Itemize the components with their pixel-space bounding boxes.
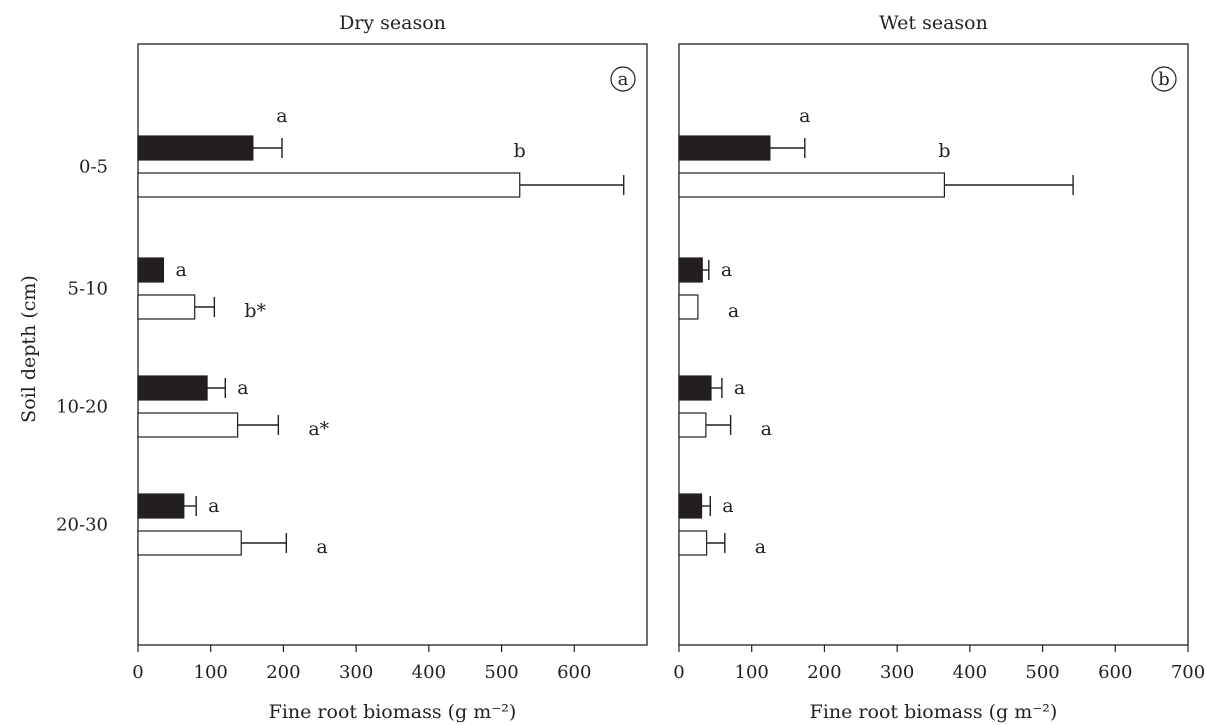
panel-title: Wet season <box>879 12 988 34</box>
x-tick-label: 500 <box>1025 662 1059 683</box>
bar <box>137 375 208 401</box>
chart-panel-1: Dry season a 0 100 200 300 400 500 600 Fine root … <box>56 12 648 723</box>
significance-letter: a <box>175 259 186 281</box>
bar <box>678 493 703 519</box>
bar <box>137 257 165 283</box>
significance-letter: b <box>938 140 950 162</box>
bar <box>678 172 946 198</box>
bar <box>137 172 521 198</box>
x-tick-label: 600 <box>1098 662 1132 683</box>
chart-panels: Dry season a 0 100 200 300 400 500 600 Fine root … <box>56 12 1205 723</box>
panel-label: a <box>618 69 629 90</box>
bar <box>678 294 699 320</box>
y-category-label: 10-20 <box>56 397 108 418</box>
significance-letter: a <box>755 536 766 558</box>
bar <box>137 135 254 161</box>
panel-title: Dry season <box>339 12 446 34</box>
x-tick-label: 100 <box>194 662 228 683</box>
chart-panel-2: Wet season b 0 100 200 300 400 500 600 700 Fine ro… <box>673 12 1205 723</box>
bar <box>678 135 771 161</box>
x-axis-label: Fine root biomass (g m⁻²) <box>810 701 1058 723</box>
x-axis-label: Fine root biomass (g m⁻²) <box>269 701 517 723</box>
significance-letter: a <box>722 495 733 517</box>
significance-letter: a <box>721 259 732 281</box>
bar <box>137 412 239 438</box>
significance-letter: a <box>316 536 327 558</box>
significance-letter: a <box>237 377 248 399</box>
significance-letter: a <box>799 105 810 127</box>
x-tick-label: 400 <box>412 662 446 683</box>
y-category-label: 0-5 <box>79 157 108 178</box>
significance-letter: a <box>728 300 739 322</box>
significance-letter: a <box>208 495 219 517</box>
bar <box>678 412 707 438</box>
bar <box>137 294 196 320</box>
x-tick-label: 0 <box>132 662 143 683</box>
y-category-label: 20-30 <box>56 515 108 536</box>
significance-letter: b <box>514 140 526 162</box>
panel-label: b <box>1158 69 1170 90</box>
x-tick-label: 700 <box>1171 662 1205 683</box>
bar <box>678 375 712 401</box>
plot-frame <box>137 43 648 646</box>
plot-frame <box>678 43 1189 646</box>
x-tick-label: 200 <box>807 662 841 683</box>
x-tick-label: 500 <box>484 662 518 683</box>
panel-label-circle <box>1151 66 1177 92</box>
significance-letter: a <box>276 105 287 127</box>
bar <box>137 530 242 556</box>
bar <box>678 257 703 283</box>
y-category-label: 5-10 <box>68 279 108 300</box>
bar <box>137 493 185 519</box>
bar <box>678 530 708 556</box>
panel-label-circle <box>610 66 636 92</box>
significance-letter: b* <box>244 300 266 322</box>
x-tick-label: 0 <box>673 662 684 683</box>
x-tick-label: 100 <box>735 662 769 683</box>
x-tick-label: 200 <box>266 662 300 683</box>
significance-letter: a* <box>308 418 329 440</box>
x-tick-label: 300 <box>880 662 914 683</box>
x-tick-label: 300 <box>339 662 373 683</box>
x-tick-label: 600 <box>557 662 591 683</box>
significance-letter: a <box>761 418 772 440</box>
x-tick-label: 400 <box>953 662 987 683</box>
significance-letter: a <box>734 377 745 399</box>
y-axis-label: Soil depth (cm) <box>18 275 40 423</box>
